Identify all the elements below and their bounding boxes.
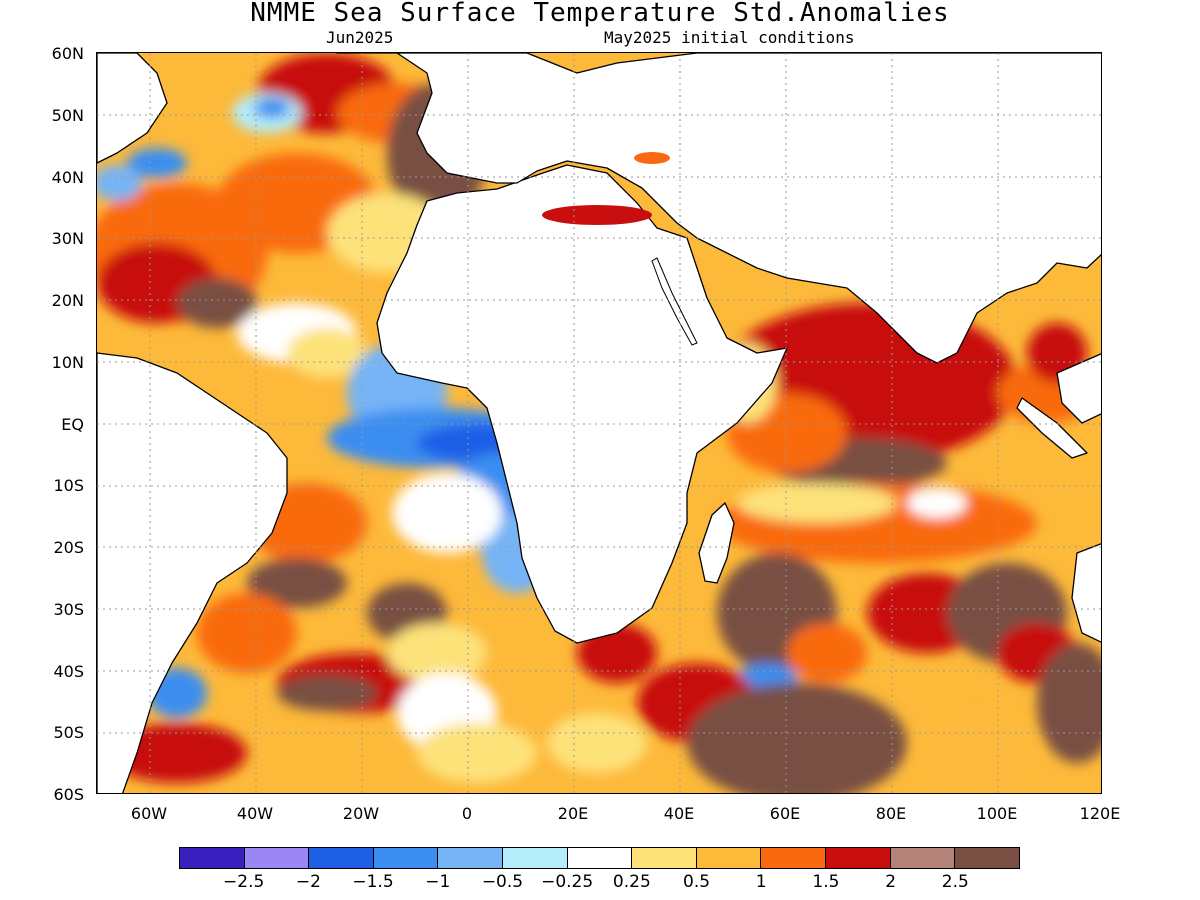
europe: [336, 53, 1101, 364]
lon-label-40e: 40E: [663, 804, 695, 823]
lon-label-20w: 20W: [342, 804, 380, 823]
madagascar: [698, 502, 735, 584]
south-america: [97, 352, 288, 793]
colorbar-swatch: [244, 848, 310, 868]
lat-label-40s: 40S: [53, 662, 84, 681]
lat-label-20n: 20N: [51, 291, 84, 310]
colorbar: [179, 847, 1020, 869]
colorbar-label: −2: [295, 872, 321, 892]
colorbar-label: −1: [425, 872, 451, 892]
lat-label-20s: 20S: [53, 538, 84, 557]
map-canvas: [97, 53, 1101, 793]
colorbar-label: −0.25: [541, 872, 594, 892]
lon-label-0: 0: [461, 804, 473, 823]
colorbar-label: 2.5: [941, 872, 969, 892]
lat-label-10n: 10N: [51, 353, 84, 372]
colorbar-label: 1: [755, 872, 767, 892]
sst-anomaly-map: [96, 52, 1102, 794]
north-america: [97, 53, 168, 164]
inland-seas: [542, 152, 698, 346]
lat-label-30s: 30S: [53, 600, 84, 619]
colorbar-label: −1.5: [352, 872, 394, 892]
initial-conditions-label: May2025 initial conditions: [604, 28, 855, 47]
borneo: [1056, 353, 1101, 424]
lon-label-80e: 80E: [875, 804, 907, 823]
colorbar-swatch: [955, 848, 1019, 868]
colorbar-swatch: [438, 848, 504, 868]
graticule: [97, 53, 1101, 793]
colorbar-label: 2: [885, 872, 897, 892]
lon-label-40w: 40W: [236, 804, 274, 823]
lat-label-60s: 60S: [53, 785, 84, 804]
colorbar-swatch: [890, 848, 956, 868]
lat-label-10s: 10S: [53, 476, 84, 495]
colorbar-swatch: [826, 848, 891, 868]
australia: [1071, 543, 1101, 643]
colorbar-label: 0.5: [683, 872, 711, 892]
colorbar-swatch: [761, 848, 827, 868]
colorbar-label: 0.25: [612, 872, 651, 892]
lon-label-60w: 60W: [130, 804, 168, 823]
lon-label-120e: 120E: [1079, 804, 1121, 823]
lat-label-eq: EQ: [61, 415, 84, 434]
colorbar-swatch: [503, 848, 568, 868]
forecast-month: Jun2025: [326, 28, 394, 47]
lat-label-40n: 40N: [51, 168, 84, 187]
colorbar-swatch: [180, 848, 245, 868]
lon-label-20e: 20E: [557, 804, 589, 823]
colorbar-swatch: [696, 848, 762, 868]
sumatra: [1016, 397, 1088, 459]
land-masses: [97, 53, 1101, 793]
lon-label-100e: 100E: [976, 804, 1018, 823]
lon-label-60e: 60E: [769, 804, 801, 823]
map-title: NMME Sea Surface Temperature Std.Anomali…: [250, 0, 950, 28]
colorbar-swatch: [373, 848, 439, 868]
colorbar-swatch: [309, 848, 374, 868]
lat-label-30n: 30N: [51, 229, 84, 248]
colorbar-swatch: [632, 848, 697, 868]
colorbar-label: −0.5: [481, 872, 524, 892]
colorbar-label: −2.5: [223, 872, 265, 892]
lat-label-50s: 50S: [53, 723, 84, 742]
colorbar-swatch: [567, 848, 633, 868]
lat-label-50n: 50N: [51, 106, 84, 125]
lat-label-60n: 60N: [51, 44, 84, 63]
colorbar-label: 1.5: [812, 872, 840, 892]
